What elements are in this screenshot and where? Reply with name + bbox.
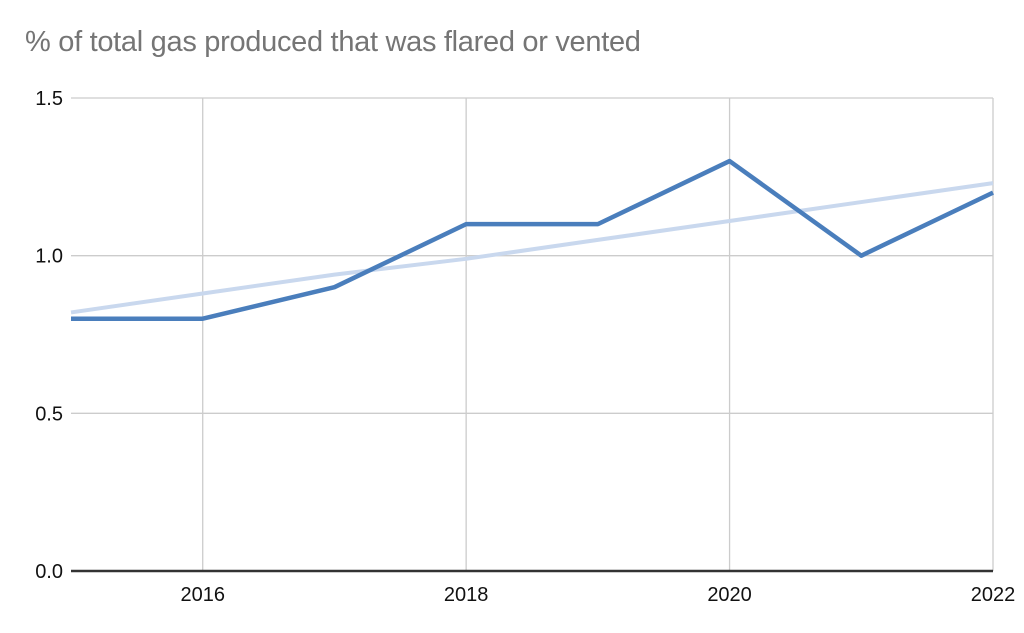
y-tick-label: 1.5 bbox=[35, 88, 63, 110]
gridlines bbox=[71, 97, 994, 571]
x-tick-label: 2022 bbox=[971, 584, 1016, 606]
y-tick-label: 0.5 bbox=[35, 403, 63, 425]
series-line-trend-line bbox=[70, 181, 994, 315]
x-tick-label: 2018 bbox=[444, 584, 489, 606]
y-tick-labels: 0.0 0.5 1.0 1.5 bbox=[35, 88, 63, 583]
chart-title: % of total gas produced that was flared … bbox=[25, 26, 641, 58]
series-line-flared-or-vented-percent bbox=[71, 158, 994, 321]
x-tick-label: 2016 bbox=[180, 584, 225, 606]
x-tick-labels: 2016 2018 2020 2022 bbox=[180, 584, 1015, 606]
y-tick-label: 1.0 bbox=[35, 246, 63, 268]
series-lines bbox=[70, 158, 994, 321]
x-tick-label: 2020 bbox=[707, 584, 752, 606]
y-tick-label: 0.0 bbox=[35, 561, 63, 583]
